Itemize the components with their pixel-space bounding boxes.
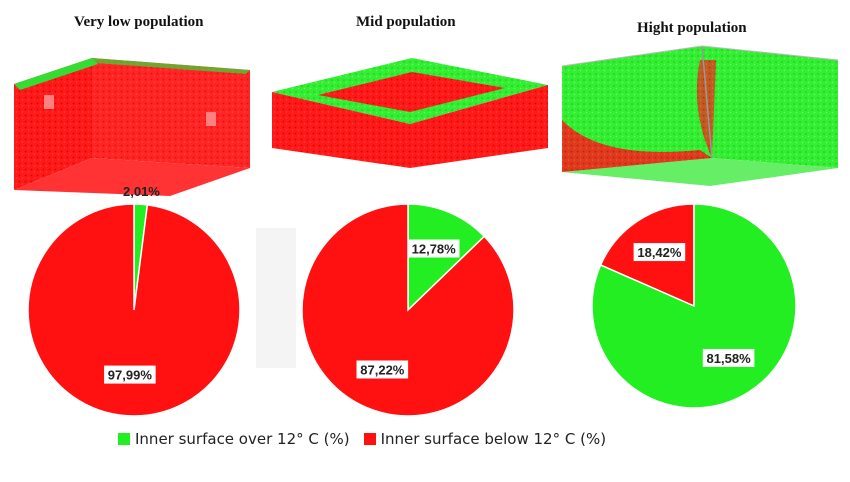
panel-title-very-low: Very low population — [74, 14, 204, 30]
panel-title-high: Hight population — [637, 20, 747, 36]
pie-chart-1: 12,78% 87,22% — [301, 203, 515, 417]
legend-label-over: Inner surface over 12° C (%) — [135, 430, 350, 448]
legend-label-below: Inner surface below 12° C (%) — [380, 430, 607, 448]
pie-slice-below — [27, 203, 241, 417]
data-label-bg — [356, 360, 409, 379]
chart-legend: Inner surface over 12° C (%) Inner surfa… — [118, 430, 620, 448]
data-label: 12,78% — [412, 242, 457, 257]
legend-swatch-below — [363, 433, 376, 445]
data-label: 18,42% — [637, 245, 682, 260]
data-label-bg — [702, 348, 755, 367]
room-illustration-very-low — [14, 58, 250, 196]
backdrop-panel — [256, 228, 296, 368]
data-label: 87,22% — [360, 362, 405, 377]
data-label-bg — [633, 243, 686, 262]
data-label-bg — [407, 239, 460, 258]
pie-chart-0: 2,01% 97,99% — [27, 184, 241, 417]
room-illustration-mid — [272, 58, 548, 168]
panel-title-mid: Mid population — [356, 14, 456, 30]
pie-slice-below — [301, 203, 515, 417]
pie-chart-2: 18,42% 81,58% — [591, 203, 797, 409]
data-label: 97,99% — [108, 368, 153, 383]
data-label-bg — [104, 365, 156, 384]
data-label: 81,58% — [707, 351, 752, 366]
legend-swatch-over — [118, 433, 130, 445]
legend-item-below: Inner surface below 12° C (%) — [363, 430, 607, 448]
legend-item-over: Inner surface over 12° C (%) — [118, 430, 350, 448]
room-illustration-high — [561, 45, 839, 186]
data-label: 2,01% — [123, 184, 160, 199]
